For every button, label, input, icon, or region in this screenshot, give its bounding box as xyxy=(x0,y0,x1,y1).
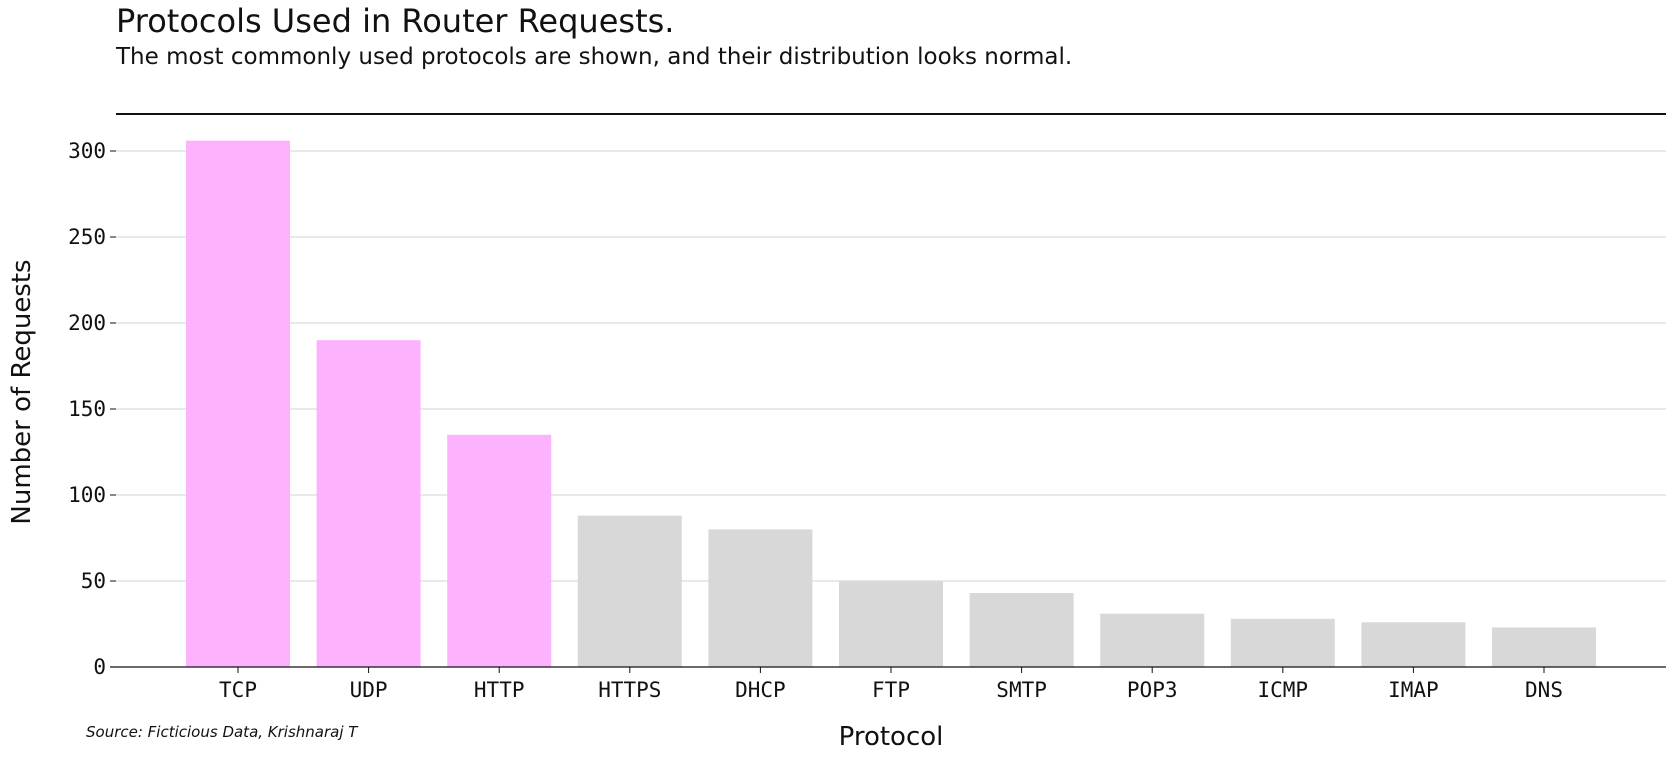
x-tick-label-icmp: ICMP xyxy=(1258,678,1309,702)
x-tick-label-imap: IMAP xyxy=(1388,678,1439,702)
y-tick-label-50: 50 xyxy=(81,569,106,593)
bars xyxy=(186,140,1596,667)
y-axis-label: Number of Requests xyxy=(7,259,37,524)
x-tick-label-tcp: TCP xyxy=(219,678,257,702)
source-note: Source: Ficticious Data, Krishnaraj T xyxy=(86,723,358,741)
y-tick-label-250: 250 xyxy=(68,225,106,249)
x-tick-label-udp: UDP xyxy=(350,678,388,702)
bar-ftp xyxy=(839,581,943,667)
bar-http xyxy=(447,434,552,667)
bar-smtp xyxy=(969,593,1074,667)
bar-tcp xyxy=(186,140,290,667)
y-tick-label-100: 100 xyxy=(68,483,106,507)
x-tick-label-https: HTTPS xyxy=(598,678,661,702)
y-tick-label-200: 200 xyxy=(68,311,106,335)
x-tick-label-ftp: FTP xyxy=(872,678,910,702)
bar-dns xyxy=(1492,627,1596,667)
chart-title: Protocols Used in Router Requests. xyxy=(116,2,675,40)
bar-https xyxy=(577,515,682,667)
x-tick-label-pop3: POP3 xyxy=(1127,678,1178,702)
x-axis-label: Protocol xyxy=(839,722,944,752)
y-tick-label-0: 0 xyxy=(93,655,106,679)
bar-dhcp xyxy=(708,529,813,667)
x-tick-label-dhcp: DHCP xyxy=(735,678,786,702)
x-tick-label-http: HTTP xyxy=(474,678,525,702)
bar-pop3 xyxy=(1100,613,1205,667)
x-axis-ticks: TCP UDP HTTP HTTPS DHCP FTP SMTP POP3 ICMP IMAP DN… xyxy=(219,667,1563,702)
bar-icmp xyxy=(1230,618,1335,667)
chart-subtitle: The most commonly used protocols are sho… xyxy=(116,44,1073,70)
bar-udp xyxy=(316,340,421,667)
x-tick-label-smtp: SMTP xyxy=(996,678,1047,702)
bar-imap xyxy=(1361,622,1466,667)
y-tick-label-300: 300 xyxy=(68,139,106,163)
y-tick-label-150: 150 xyxy=(68,397,106,421)
x-tick-label-dns: DNS xyxy=(1525,678,1563,702)
y-axis-ticks: 0 50 100 150 200 250 300 xyxy=(68,139,116,679)
